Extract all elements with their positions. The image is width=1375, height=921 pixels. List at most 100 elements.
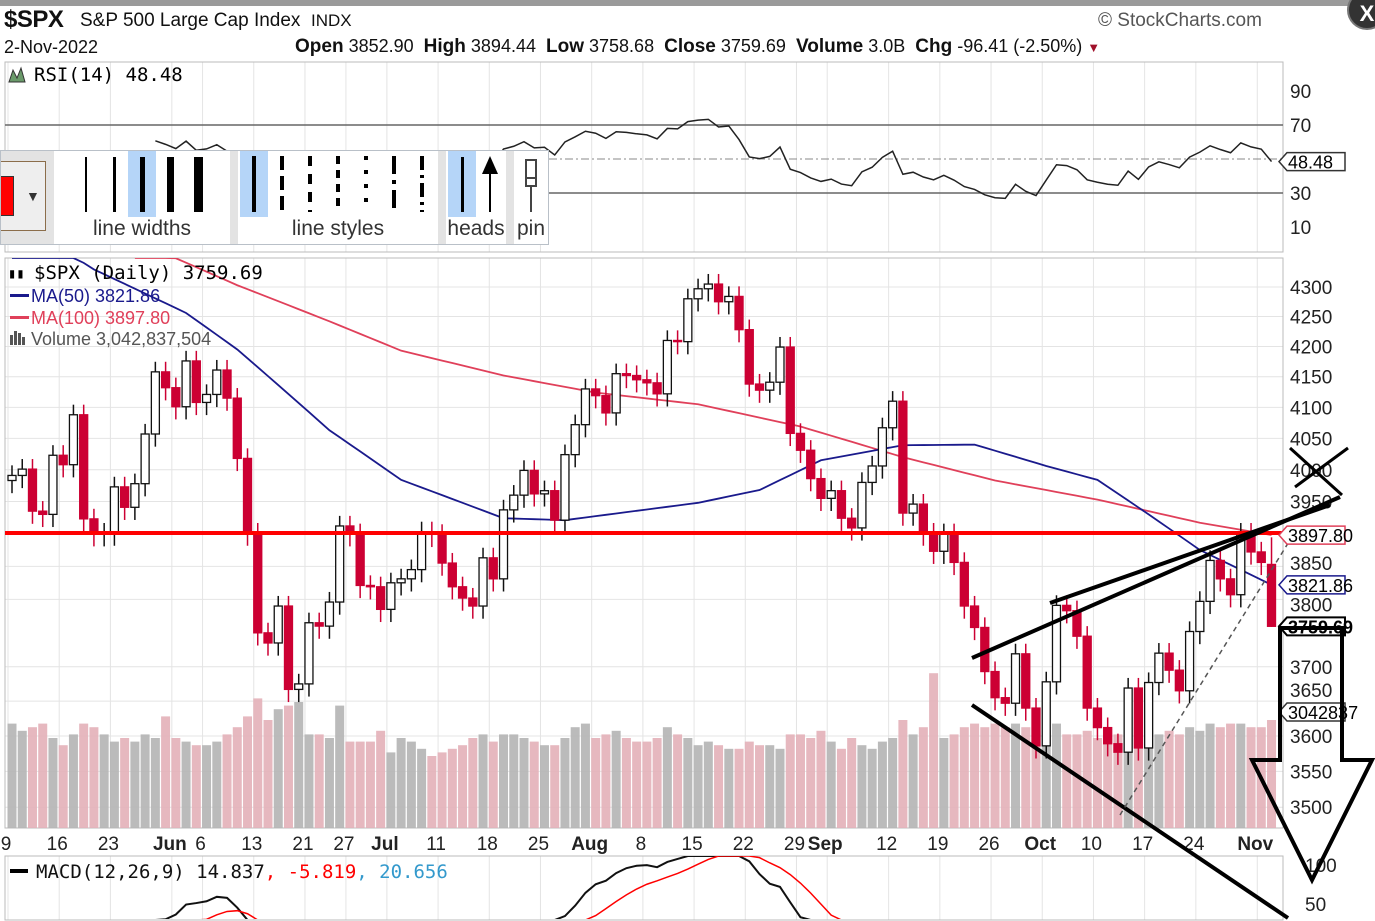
trendline-annotations[interactable] <box>970 446 1349 920</box>
candle-down <box>1174 669 1185 692</box>
symbol: $SPX <box>4 6 64 33</box>
line-width-5[interactable] <box>184 151 212 217</box>
line-width-2[interactable] <box>100 151 128 217</box>
candle-icon: ▮▮ <box>8 266 25 282</box>
x-axis-label: 29 <box>784 834 805 855</box>
volume-bar <box>294 702 304 828</box>
volume-bar <box>611 730 621 828</box>
ma50-line <box>12 258 1272 586</box>
price-axis-label: 3650 <box>1290 681 1332 702</box>
volume-bar <box>232 727 242 828</box>
candle-down <box>969 605 980 629</box>
volume-bar <box>1103 734 1113 828</box>
volume-bar <box>478 734 488 828</box>
candle-down <box>355 533 365 587</box>
volume-bars-icon <box>10 331 25 345</box>
rsi-value-marker: 48.48 <box>1277 151 1346 173</box>
volume-bar <box>806 738 816 828</box>
volume-bar <box>775 748 785 828</box>
ma50-value-marker: 3821.86 <box>1277 575 1353 596</box>
volume-bar <box>140 734 150 828</box>
volume-bar <box>1011 723 1021 828</box>
candle-down <box>591 388 601 397</box>
arrow-head-option[interactable] <box>476 151 504 217</box>
candle-down <box>928 532 939 552</box>
volume-bar <box>519 738 529 828</box>
candle-up <box>150 371 161 435</box>
volume-bar <box>949 734 959 828</box>
macd-panel <box>4 855 1284 921</box>
line-style-5[interactable] <box>352 151 380 217</box>
volume-bar <box>171 738 181 828</box>
candle-down <box>949 533 959 564</box>
line-style-3[interactable] <box>296 151 324 217</box>
ma50-legend: MA(50) 3821.86 <box>31 286 160 306</box>
candle-up <box>1154 652 1164 684</box>
volume-bar <box>683 738 693 828</box>
candle-down <box>1031 707 1041 747</box>
color-picker[interactable]: ▼ <box>1 161 46 231</box>
candle-down <box>754 383 765 391</box>
volume-bar <box>918 727 928 828</box>
ma100-legend: MA(100) 3897.80 <box>31 308 170 328</box>
stockcharts-logo: © StockCharts.com <box>1098 10 1262 31</box>
down-arrow-annotation[interactable] <box>1248 626 1375 885</box>
line-width-4[interactable] <box>156 151 184 217</box>
close-button[interactable]: X <box>1347 0 1375 30</box>
line-style-6[interactable] <box>380 151 408 217</box>
grid-lines <box>5 62 1283 920</box>
candle-down <box>1092 707 1103 729</box>
x-axis-label: 15 <box>682 834 703 855</box>
volume-bar <box>1267 720 1277 828</box>
heads-group: heads <box>446 151 506 244</box>
line-widths-group: line widths <box>54 151 230 244</box>
candle-down <box>918 503 929 534</box>
volume-bars <box>7 673 1277 828</box>
volume-bar <box>1062 734 1072 828</box>
candle-down <box>1062 604 1072 612</box>
x-axis-label: 21 <box>292 834 313 855</box>
volume-bar <box>591 738 601 828</box>
candle-down <box>222 369 232 399</box>
volume-bar <box>1113 734 1123 828</box>
upper-trendline-2 <box>1049 503 1331 605</box>
candle-up <box>1205 559 1215 603</box>
x-axis-label: Jun <box>153 834 187 855</box>
volume-bar <box>406 741 416 828</box>
candle-down <box>652 382 662 395</box>
line-style-1[interactable] <box>240 151 268 217</box>
volume-bar <box>273 709 283 828</box>
candle-up <box>693 288 703 300</box>
candle-down <box>642 379 652 384</box>
x-axis-label: Sep <box>808 834 843 855</box>
candle-down <box>263 632 273 644</box>
volume-bar <box>27 727 37 828</box>
candlesticks <box>7 273 1277 765</box>
volume-bar <box>580 723 590 828</box>
line-width-3[interactable] <box>128 151 156 217</box>
line-style-2[interactable] <box>268 151 296 217</box>
candle-down <box>601 395 611 414</box>
high-label: High <box>423 36 466 57</box>
candle-up <box>48 454 58 516</box>
volume-bar <box>724 748 734 828</box>
svg-text:3042837: 3042837 <box>1288 703 1358 723</box>
volume-bar <box>939 738 949 828</box>
line-width-1[interactable] <box>72 151 100 217</box>
line-style-7[interactable] <box>408 151 436 217</box>
x-axis-label: Aug <box>571 834 608 855</box>
no-head-option[interactable] <box>448 151 476 217</box>
arrow-up-icon <box>482 156 498 212</box>
volume-label: Volume <box>795 36 864 57</box>
ma100-line <box>134 258 1272 536</box>
rsi-legend: RSI(14) 48.48 <box>8 64 183 86</box>
pin-icon[interactable] <box>517 151 545 217</box>
candle-up <box>1143 681 1154 749</box>
volume-bar <box>550 745 560 828</box>
pin-group[interactable]: pin <box>514 151 548 244</box>
candle-down <box>836 490 847 519</box>
svg-text:48.48: 48.48 <box>1288 153 1333 173</box>
volume-bar <box>1205 723 1215 828</box>
volume-bar <box>1154 734 1164 828</box>
line-style-4[interactable] <box>324 151 352 217</box>
